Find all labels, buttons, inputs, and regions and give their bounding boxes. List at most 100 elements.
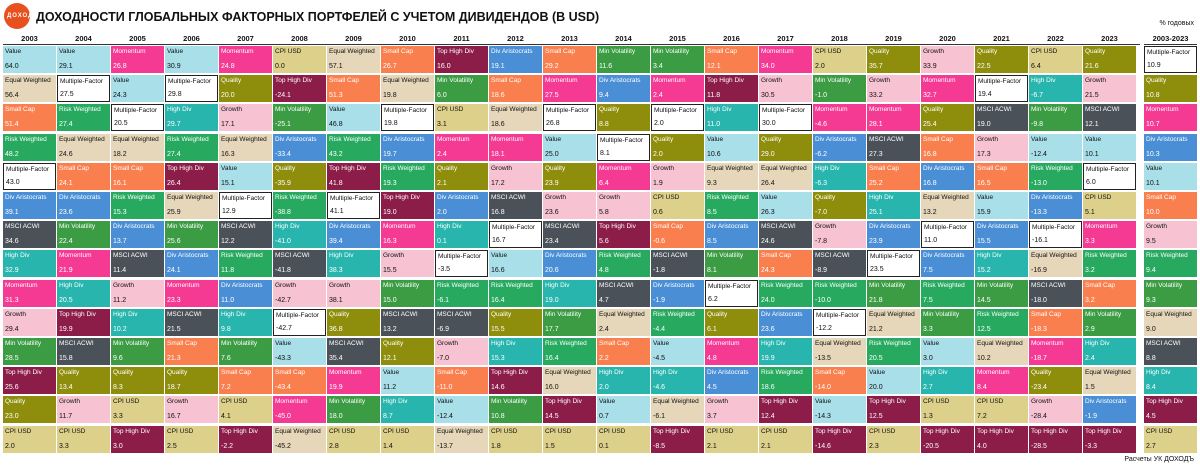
factor-name: Small Cap	[653, 223, 683, 231]
factor-cell: MSCI ACWI 27.3	[867, 133, 920, 161]
year-header: 2005	[129, 34, 146, 43]
return-value: -24.1	[275, 92, 291, 100]
factor-cell: Quality 18.7	[165, 367, 218, 395]
factor-name: Small Cap	[545, 48, 575, 55]
factor-cell: Multiple-Factor 20.5	[111, 104, 164, 132]
factor-name: Div Aristocrats	[707, 223, 749, 231]
factor-name: Div Aristocrats	[761, 310, 803, 318]
return-value: 11.0	[707, 121, 721, 129]
factor-cell: Div Aristocrats 11.0	[219, 279, 272, 307]
return-value: 36.8	[329, 325, 343, 333]
factor-name: Equal Weighted	[1146, 310, 1192, 318]
factor-name: Equal Weighted	[59, 135, 105, 143]
return-value: -38.8	[275, 209, 291, 216]
return-value: 18.7	[167, 384, 181, 392]
factor-cell: Small Cap 16.5	[975, 162, 1028, 190]
factor-cell: MSCI ACWI 4.7	[597, 279, 650, 307]
factor-name: Multiple-Factor	[762, 107, 805, 115]
return-value: 15.5	[491, 325, 505, 333]
return-value: 18.6	[761, 384, 775, 392]
return-value: 19.0	[977, 121, 991, 129]
return-value: -4.6	[653, 384, 666, 392]
factor-name: CPI USD	[329, 427, 356, 435]
factor-cell: High Div 0.1	[435, 221, 488, 249]
return-value: 51.3	[329, 92, 343, 100]
return-value: 23.9	[545, 179, 559, 187]
factor-cell: Equal Weighted 24.6	[57, 133, 110, 161]
return-value: 10.3	[1146, 150, 1160, 158]
return-value: 14.5	[977, 296, 991, 304]
factor-cell: Min Volatility 10.8	[489, 396, 542, 424]
return-value: 19.9	[59, 325, 73, 333]
return-value: 22.5	[977, 63, 991, 70]
factor-name: Value	[59, 48, 76, 55]
factor-name: Growth	[1146, 223, 1167, 231]
factor-cell: High Div -41.0	[273, 221, 326, 249]
factor-cell: Growth 11.2	[111, 279, 164, 307]
factor-cell: Risk Weighted 43.2	[327, 133, 380, 161]
factor-name: Quality	[491, 310, 512, 318]
return-value: -1.9	[653, 296, 666, 304]
factor-cell: Risk Weighted 27.4	[57, 104, 110, 132]
factor-name: Equal Weighted	[329, 48, 375, 55]
return-value: 11.2	[113, 296, 127, 304]
factor-cell: Small Cap 24.1	[57, 162, 110, 190]
factor-name: Div Aristocrats	[329, 223, 371, 231]
factor-name: Risk Weighted	[599, 252, 641, 260]
factor-name: Multiple-Factor	[222, 195, 265, 202]
factor-cell: Top High Div -3.3	[1083, 425, 1136, 453]
factor-cell: Value 10.6	[705, 133, 758, 161]
factor-cell: Equal Weighted -13.5	[813, 338, 866, 365]
return-value: 5.6	[599, 238, 609, 246]
factor-name: Momentum	[707, 340, 740, 347]
factor-cell: MSCI ACWI 19.0	[975, 104, 1028, 132]
return-value: 9.4	[599, 92, 609, 100]
factor-cell: Small Cap 16.8	[921, 133, 974, 161]
return-value: 20.6	[545, 267, 559, 275]
factor-name: Growth	[977, 135, 998, 143]
return-value: 20.5	[59, 296, 73, 304]
factor-cell: Small Cap 21.3	[165, 338, 218, 365]
factor-cell: Div Aristocrats 10.3	[1144, 133, 1197, 161]
return-value: 57.1	[329, 63, 343, 70]
return-value: 4.8	[599, 267, 609, 275]
factor-name: Top High Div	[221, 427, 258, 435]
factor-cell: Momentum 18.1	[489, 133, 542, 161]
factor-cell: MSCI ACWI -1.8	[651, 250, 704, 278]
factor-cell: Value 25.0	[543, 133, 596, 161]
factor-cell: Min Volatility 2.9	[1083, 308, 1136, 336]
factor-cell: Div Aristocrats 2.0	[435, 192, 488, 219]
factor-name: Div Aristocrats	[653, 281, 695, 289]
factor-cell: Small Cap -43.4	[273, 367, 326, 395]
factor-name: Quality	[545, 164, 566, 172]
return-value: 20.5	[114, 120, 128, 128]
factor-cell: Multiple-Factor 8.1	[597, 133, 650, 161]
factor-cell: Top High Div 12.5	[867, 396, 920, 424]
year-header: 2021	[993, 34, 1010, 43]
return-value: 11.7	[59, 413, 73, 421]
factor-cell: Multiple-Factor -16.1	[1029, 221, 1082, 249]
return-value: -4.6	[815, 121, 828, 129]
return-value: 18.2	[113, 150, 127, 158]
factor-cell: MSCI ACWI -6.9	[435, 308, 488, 336]
factor-cell: Equal Weighted 19.8	[381, 75, 434, 103]
factor-name: Top High Div	[329, 164, 366, 172]
return-value: 1.3	[923, 413, 933, 421]
factor-name: CPI USD	[869, 427, 896, 435]
factor-name: Multiple-Factor	[276, 311, 319, 319]
factor-cell: Multiple-Factor 41.1	[327, 192, 380, 219]
factor-name: Top High Div	[1031, 427, 1068, 435]
factor-name: Min Volatility	[1146, 281, 1183, 289]
factor-cell: Equal Weighted 9.3	[705, 162, 758, 190]
factor-name: Momentum	[383, 223, 416, 231]
return-value: 5.8	[599, 209, 609, 216]
factor-name: Momentum	[59, 252, 92, 260]
return-value: 27.4	[167, 150, 181, 158]
return-value: -43.4	[275, 384, 291, 392]
factor-cell: Top High Div 16.0	[435, 46, 488, 73]
factor-name: Risk Weighted	[761, 281, 803, 289]
factor-cell: Div Aristocrats 39.1	[3, 192, 56, 219]
factor-cell: Min Volatility -9.8	[1029, 104, 1082, 132]
return-value: 8.1	[707, 267, 717, 275]
return-value: 3.0	[923, 355, 933, 362]
